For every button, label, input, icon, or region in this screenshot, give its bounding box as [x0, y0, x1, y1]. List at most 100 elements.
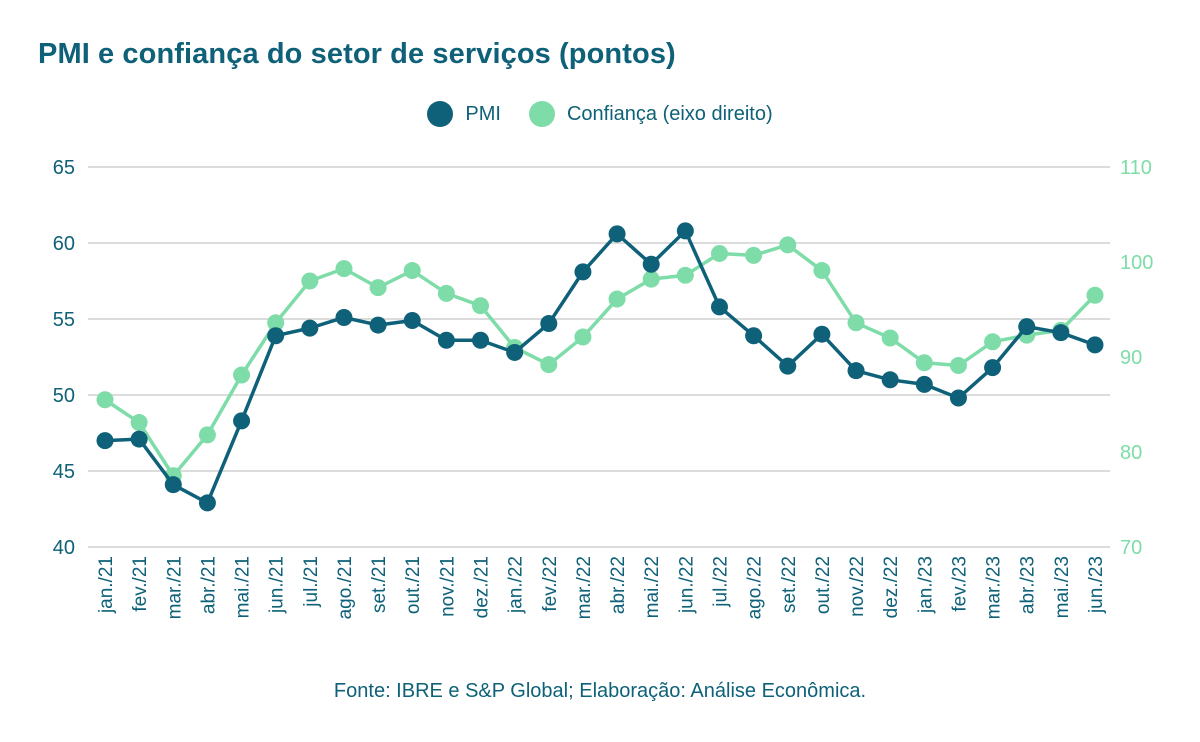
x-tick-label: abr./21	[198, 556, 219, 614]
pmi-point	[949, 389, 967, 407]
legend-label-pmi: PMI	[465, 102, 501, 125]
legend-label-confianca: Confiança (eixo direito)	[566, 102, 773, 125]
confianca-point	[676, 266, 694, 284]
pmi-line	[104, 229, 1096, 505]
x-tick-label: jan./23	[915, 556, 936, 614]
confianca-point	[881, 329, 899, 347]
legend-item-pmi: PMI	[427, 101, 501, 127]
confianca-point	[403, 262, 421, 280]
x-tick-label: jan./22	[506, 556, 527, 614]
source-note: Fonte: IBRE e S&P Global; Elaboração: An…	[333, 680, 867, 702]
confianca-point	[984, 333, 1002, 351]
pmi-point	[335, 308, 353, 326]
confianca-point	[779, 236, 797, 254]
confianca-point	[301, 272, 319, 290]
confianca-point	[233, 366, 251, 384]
pmi-point	[540, 315, 558, 333]
x-tick-label: dez./21	[472, 556, 493, 618]
confianca-point	[335, 260, 353, 278]
pmi-point	[847, 362, 865, 380]
confianca-point	[130, 414, 148, 432]
legend-swatch-confianca	[528, 101, 555, 127]
confianca-point	[96, 391, 114, 409]
pmi-point	[1052, 324, 1070, 342]
pmi-point	[745, 327, 763, 345]
pmi-point	[164, 476, 182, 494]
pmi-point	[915, 375, 933, 393]
x-tick-label: jul./22	[710, 556, 731, 608]
y-left-tick-label: 40	[53, 537, 75, 559]
x-tick-label: mar./22	[574, 556, 595, 619]
pmi-point	[813, 325, 831, 343]
confianca-point	[813, 262, 831, 280]
x-tick-label: ago./21	[335, 556, 356, 619]
pmi-point	[574, 263, 592, 281]
pmi-point	[301, 319, 319, 337]
confianca-line	[104, 243, 1097, 478]
x-tick-label: set./21	[369, 556, 390, 613]
legend-swatch-pmi	[427, 101, 454, 127]
confianca-point	[540, 356, 558, 374]
pmi-point	[608, 225, 626, 243]
pmi-point	[1086, 336, 1104, 354]
x-tick-label: mai./21	[233, 556, 254, 618]
x-tick-label: abr./22	[608, 556, 629, 614]
chart-title: PMI e confiança do setor de serviços (po…	[38, 38, 676, 70]
pmi-point	[984, 359, 1002, 377]
x-tick-label: mai./22	[642, 556, 663, 618]
pmi-point	[506, 343, 524, 361]
y-left-tick-label: 60	[53, 233, 75, 255]
pmi-point	[198, 494, 216, 512]
confianca-point	[369, 279, 387, 297]
y-left-tick-label: 55	[53, 309, 75, 331]
pmi-point	[403, 312, 421, 330]
confianca-point	[198, 426, 216, 444]
pmi-point	[642, 255, 660, 273]
confianca-point	[437, 284, 455, 302]
confianca-point	[574, 328, 592, 346]
legend: PMI Confiança (eixo direito)	[0, 98, 1200, 130]
x-tick-label: mar./23	[984, 556, 1005, 619]
pmi-point	[472, 331, 490, 349]
x-tick-label: fev./21	[130, 556, 151, 612]
x-tick-label: jun./23	[1086, 556, 1107, 614]
x-tick-label: fev./22	[540, 556, 561, 612]
confianca-point	[642, 270, 660, 288]
x-tick-label: ago./22	[745, 556, 766, 619]
x-tick-label: nov./21	[437, 556, 458, 617]
x-tick-label: mar./21	[164, 556, 185, 619]
confianca-point	[710, 244, 728, 262]
confianca-point	[267, 314, 285, 332]
pmi-point	[233, 412, 251, 430]
x-tick-label: out./22	[813, 556, 834, 614]
x-tick-label: jan./21	[96, 556, 117, 614]
x-tick-label: fev./23	[949, 556, 970, 612]
confianca-point	[472, 297, 490, 315]
legend-item-confianca: Confiança (eixo direito)	[528, 101, 773, 127]
pmi-point	[1018, 318, 1036, 336]
confianca-point	[915, 354, 933, 372]
x-tick-label: out./21	[403, 556, 424, 614]
pmi-point	[676, 222, 694, 240]
y-left-tick-label: 65	[53, 157, 75, 179]
x-tick-label: abr./23	[1018, 556, 1039, 614]
y-right-tick-label: 110	[1120, 157, 1152, 179]
y-right-tick-label: 70	[1120, 537, 1142, 559]
pmi-point	[881, 371, 899, 389]
y-right-tick-label: 90	[1120, 347, 1142, 369]
pmi-point	[267, 327, 285, 345]
x-tick-label: nov./22	[847, 556, 868, 617]
x-tick-label: dez./22	[881, 556, 902, 618]
y-left-tick-label: 45	[53, 461, 75, 483]
pmi-point	[779, 357, 797, 375]
x-tick-label: mai./23	[1052, 556, 1073, 618]
confianca-point	[608, 290, 626, 308]
pmi-point	[369, 316, 387, 334]
pmi-point	[130, 430, 148, 448]
x-tick-label: jul./21	[301, 556, 322, 608]
confianca-point	[1086, 286, 1104, 304]
pmi-point	[710, 298, 728, 316]
confianca-point	[745, 246, 763, 264]
pmi-point	[96, 432, 114, 450]
